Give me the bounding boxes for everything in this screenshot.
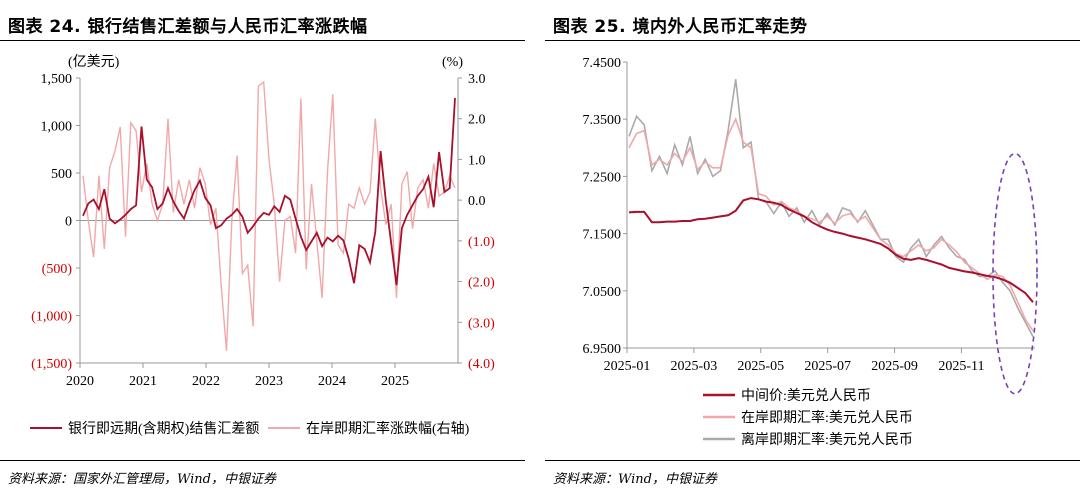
y-tick-label: 7.1500 bbox=[583, 228, 622, 243]
right-tick-label: (1.0) bbox=[468, 235, 495, 250]
right-legend-central: 中间价:美元兑人民币 bbox=[741, 388, 871, 404]
x-tick-label: 2025-11 bbox=[938, 359, 984, 374]
left-chart-panel: 图表 24. 银行结售汇差额与人民币汇率涨跌幅 (亿美元) (%) 1,500 1,0… bbox=[0, 0, 525, 495]
right-chart-title: 图表 25. 境内外人民币汇率走势 bbox=[553, 17, 808, 37]
x-tick-label: 2023 bbox=[255, 374, 283, 389]
x-tick-label: 2025-05 bbox=[737, 359, 784, 374]
y-tick-label: 7.3500 bbox=[583, 113, 622, 128]
left-source: 资料来源：国家外汇管理局，Wind，中银证券 bbox=[8, 472, 276, 487]
series-line-fx-balance bbox=[82, 97, 456, 286]
right-tick-label: 1.0 bbox=[468, 153, 486, 168]
left-tick-label: 1,000 bbox=[41, 120, 73, 135]
right-tick-label: (2.0) bbox=[468, 276, 495, 291]
left-legend-fx-change: 在岸即期汇率涨跌幅(右轴) bbox=[306, 420, 470, 437]
left-source-rule bbox=[0, 460, 525, 461]
y-tick-label: 7.2500 bbox=[583, 170, 622, 185]
left-tick-label: (1,500) bbox=[31, 357, 72, 372]
x-tick-label: 2024 bbox=[318, 374, 346, 389]
x-tick-label: 2025-01 bbox=[604, 359, 651, 374]
left-tick-label: 500 bbox=[51, 167, 72, 182]
left-chart-svg: (亿美元) (%) 1,500 1,000 500 0 (500) (1,000) (1,500… bbox=[30, 54, 495, 437]
series-line-onshore-spot bbox=[628, 117, 1034, 332]
x-tick-label: 2022 bbox=[192, 374, 220, 389]
right-tick-label: 0.0 bbox=[468, 194, 486, 209]
y-tick-label: 6.9500 bbox=[583, 342, 622, 357]
right-tick-label: (4.0) bbox=[468, 357, 495, 372]
series-line-fx-change bbox=[82, 80, 456, 351]
x-tick-label: 2020 bbox=[66, 374, 94, 389]
right-tick-label: 3.0 bbox=[468, 72, 486, 87]
x-tick-label: 2021 bbox=[129, 374, 157, 389]
right-source-rule bbox=[545, 460, 1080, 461]
right-chart-svg: 7.4500 7.3500 7.2500 7.1500 7.0500 6.9500 2025… bbox=[583, 56, 1038, 448]
right-title-rule bbox=[545, 40, 1080, 41]
left-tick-label: (1,000) bbox=[31, 310, 72, 325]
left-legend-balance: 银行即远期(含期权)结售汇差额 bbox=[68, 421, 259, 437]
right-legend-offshore: 离岸即期汇率:美元兑人民币 bbox=[741, 431, 913, 448]
left-chart-title: 图表 24. 银行结售汇差额与人民币汇率涨跌幅 bbox=[8, 17, 368, 37]
right-source: 资料来源：Wind，中银证券 bbox=[553, 472, 717, 487]
right-tick-label: 2.0 bbox=[468, 113, 486, 128]
x-tick-label: 2025 bbox=[381, 374, 409, 389]
right-legend-onshore: 在岸即期汇率:美元兑人民币 bbox=[741, 409, 913, 426]
left-tick-label: 0 bbox=[65, 215, 72, 230]
series-line-offshore-spot bbox=[628, 79, 1034, 337]
left-tick-label: (500) bbox=[42, 262, 73, 277]
y-tick-label: 7.0500 bbox=[583, 285, 622, 300]
x-tick-label: 2025-09 bbox=[871, 359, 918, 374]
right-tick-label: (3.0) bbox=[468, 316, 495, 331]
highlight-ellipse bbox=[992, 152, 1038, 395]
right-axis-unit: (%) bbox=[442, 55, 463, 70]
series-line-central-parity bbox=[628, 197, 1034, 303]
x-tick-label: 2025-03 bbox=[671, 359, 718, 374]
left-axis-unit: (亿美元) bbox=[68, 54, 120, 70]
y-tick-label: 7.4500 bbox=[583, 56, 622, 71]
left-tick-label: 1,500 bbox=[41, 72, 73, 87]
x-tick-label: 2025-07 bbox=[804, 359, 851, 374]
left-title-rule bbox=[0, 40, 525, 41]
right-chart-panel: 图表 25. 境内外人民币汇率走势 7.4500 7.3500 7.2500 7.15… bbox=[545, 0, 1080, 495]
